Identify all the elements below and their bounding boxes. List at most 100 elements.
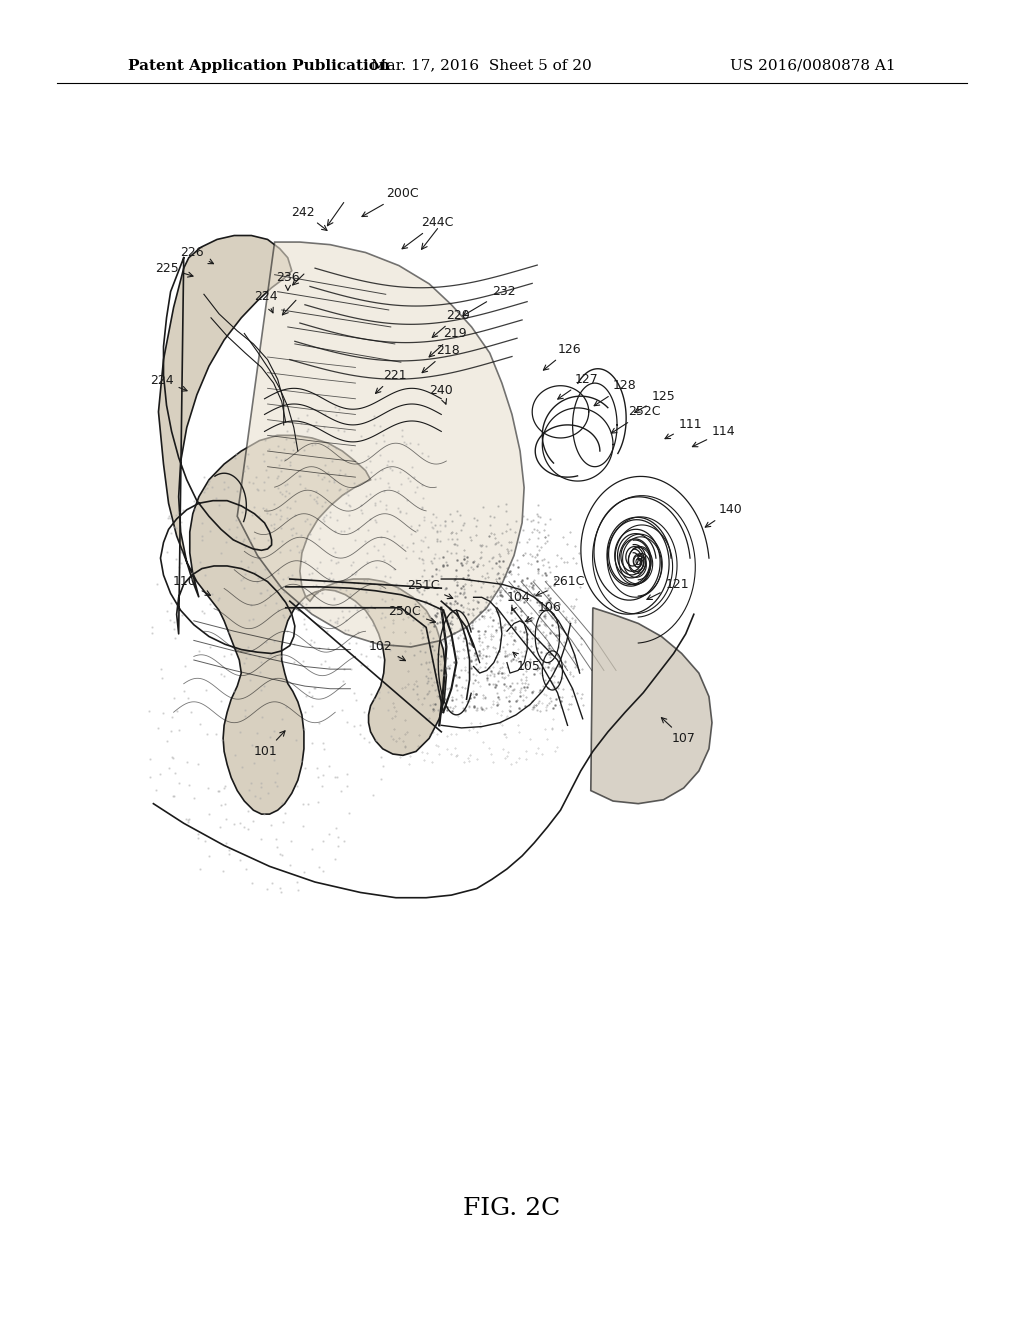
Point xyxy=(279,480,295,502)
Point xyxy=(309,487,326,508)
Point xyxy=(489,682,506,704)
Point xyxy=(311,638,328,659)
Point xyxy=(337,463,353,484)
Point xyxy=(404,540,421,561)
Point xyxy=(530,615,547,636)
Point xyxy=(542,647,558,668)
Point xyxy=(269,775,286,796)
Point xyxy=(467,649,483,671)
Point xyxy=(252,582,268,603)
Point xyxy=(469,510,485,531)
Point xyxy=(349,573,366,594)
Point xyxy=(510,583,526,605)
Point xyxy=(430,700,446,721)
Point xyxy=(283,519,299,540)
Point xyxy=(163,523,179,544)
Text: 107: 107 xyxy=(662,718,695,744)
Point xyxy=(249,722,265,743)
Point xyxy=(414,474,430,495)
Point xyxy=(422,694,438,715)
Text: 126: 126 xyxy=(544,343,581,370)
Point xyxy=(380,473,396,494)
Point xyxy=(200,777,216,799)
Point xyxy=(466,644,482,665)
Point xyxy=(450,680,466,701)
Point xyxy=(288,729,304,750)
Point xyxy=(243,669,259,690)
Point xyxy=(211,587,227,609)
Point xyxy=(493,583,509,605)
Point xyxy=(510,576,526,597)
Point xyxy=(375,545,391,566)
Point xyxy=(299,404,315,425)
Point xyxy=(343,659,359,680)
Point xyxy=(341,517,357,539)
Point xyxy=(384,450,400,471)
Point xyxy=(442,595,459,616)
Point xyxy=(155,702,171,723)
Point xyxy=(308,412,325,433)
Point xyxy=(330,420,346,441)
Point xyxy=(262,583,279,605)
Point xyxy=(382,566,398,587)
Point xyxy=(492,557,508,578)
Point xyxy=(211,780,227,801)
Point xyxy=(490,688,507,709)
Point xyxy=(509,549,525,570)
Point xyxy=(373,607,389,628)
Point xyxy=(551,686,567,708)
Point xyxy=(250,479,266,500)
Point xyxy=(167,627,183,648)
Point xyxy=(330,607,346,628)
Point xyxy=(437,515,454,536)
Point xyxy=(454,615,470,636)
Point xyxy=(213,690,229,711)
Point xyxy=(339,711,355,733)
Text: 105: 105 xyxy=(513,652,541,673)
Point xyxy=(522,619,539,640)
Point xyxy=(273,587,290,609)
Point xyxy=(495,586,511,607)
Point xyxy=(429,583,445,605)
Point xyxy=(221,519,238,540)
Point xyxy=(436,698,453,719)
Point xyxy=(417,642,433,663)
Point xyxy=(245,473,261,494)
Point xyxy=(349,599,366,620)
Point xyxy=(214,861,230,882)
Point xyxy=(362,635,379,656)
Point xyxy=(231,721,248,742)
Point xyxy=(429,612,445,634)
Point xyxy=(423,668,439,689)
Point xyxy=(309,582,326,603)
Point xyxy=(532,642,549,663)
Point xyxy=(299,508,315,529)
Point xyxy=(471,644,487,665)
Point xyxy=(429,521,445,543)
Point xyxy=(402,524,419,545)
Point xyxy=(237,816,253,837)
Point xyxy=(357,531,374,552)
Point xyxy=(408,569,424,590)
Point xyxy=(341,583,357,605)
Point xyxy=(250,546,266,568)
Point xyxy=(332,578,348,599)
Point xyxy=(468,684,484,705)
Point xyxy=(161,506,177,527)
Point xyxy=(253,651,269,672)
Point xyxy=(438,577,455,598)
Point xyxy=(407,603,423,624)
Point xyxy=(311,713,328,734)
Point xyxy=(239,455,255,477)
Point xyxy=(463,570,479,591)
Point xyxy=(252,788,268,809)
Point xyxy=(488,675,505,696)
Point xyxy=(479,562,496,583)
Point xyxy=(542,561,558,582)
Point xyxy=(244,504,260,525)
Point xyxy=(465,664,481,685)
Point xyxy=(247,642,263,663)
Point xyxy=(359,599,376,620)
Point xyxy=(237,528,253,549)
Point xyxy=(378,454,394,475)
